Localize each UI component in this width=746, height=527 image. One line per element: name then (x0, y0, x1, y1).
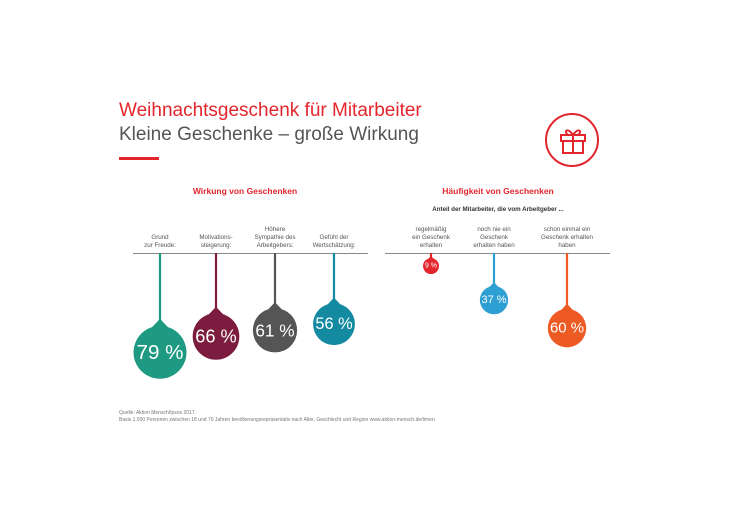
ornament-ball (192, 313, 240, 360)
page-subtitle: Kleine Geschenke – große Wirkung (119, 124, 419, 145)
category-label-line: Sympathie des (254, 234, 296, 241)
category-label-line: schon einmal ein (543, 226, 591, 233)
value-label: 79 % (136, 341, 183, 364)
ornament-ball (252, 308, 298, 353)
category-label: Motivations-steigerung: (181, 234, 251, 250)
ornament-ball (547, 308, 587, 348)
ornament-ball (313, 303, 355, 346)
chart-subtitle-haeufigkeit: Anteil der Mitarbeiter, die vom Arbeitge… (432, 206, 564, 213)
chart-axis-wirkung (133, 253, 368, 254)
ornament-ball (479, 285, 509, 315)
category-label-line: noch nie ein (477, 226, 511, 233)
title-divider (119, 157, 159, 160)
category-label-line: Geschenk (480, 234, 508, 241)
category-label-line: erhalten haben (473, 242, 515, 249)
category-label: Gefühl der Wertschätzung: (299, 234, 369, 250)
chart-axis-haeufigkeit (385, 253, 610, 254)
gift-icon (545, 113, 599, 167)
value-label: 9 % (425, 263, 437, 270)
ornament-ball (423, 258, 439, 275)
chart-title-wirkung: Wirkung von Geschenken (192, 186, 298, 196)
value-label: 60 % (550, 320, 584, 337)
category-label-line: Höhere (264, 226, 286, 233)
chart-title-haeufigkeit: Häufigkeit von Geschenken (442, 186, 554, 196)
category-label-line: Geschenk erhalten (541, 234, 593, 241)
value-label: 37 % (481, 294, 506, 306)
category-label-line: regelmäßig (415, 226, 447, 233)
ornament-ball (133, 325, 187, 379)
value-label: 61 % (255, 320, 294, 340)
page-title: Weihnachtsgeschenk für Mitarbeiter (119, 100, 422, 121)
category-label-line: Wertschätzung: (312, 242, 356, 249)
value-label: 66 % (195, 326, 236, 346)
category-label: regelmäßig ein Geschenk erhalten (396, 226, 466, 250)
value-label: 56 % (315, 315, 352, 333)
category-label-line: zur Freude: (144, 242, 176, 249)
category-label: noch nie ein Geschenk erhalten haben (459, 226, 529, 250)
category-label-line: Arbeitgebers: (256, 242, 294, 249)
category-label-line: Grund (151, 234, 169, 241)
category-label-line: erhalten (419, 242, 443, 249)
category-label: Grund zur Freude: (125, 234, 195, 250)
source-line-1: Quelle: Aktion Mensch/Ipsos 2017. (119, 410, 196, 416)
category-label-line: steigerung: (200, 242, 232, 249)
category-label: schon einmal ein Geschenk erhalten haben (532, 226, 602, 250)
category-label-line: Gefühl der (319, 234, 349, 241)
category-label: Höhere Sympathie des Arbeitgebers: (240, 226, 310, 250)
category-label-line: ein Geschenk (412, 234, 450, 241)
source-line-2: Basis 1.000 Personen zwischen 18 und 70 … (119, 417, 435, 423)
category-label-line: Motivations- (199, 234, 233, 241)
category-label-line: haben (558, 242, 576, 249)
